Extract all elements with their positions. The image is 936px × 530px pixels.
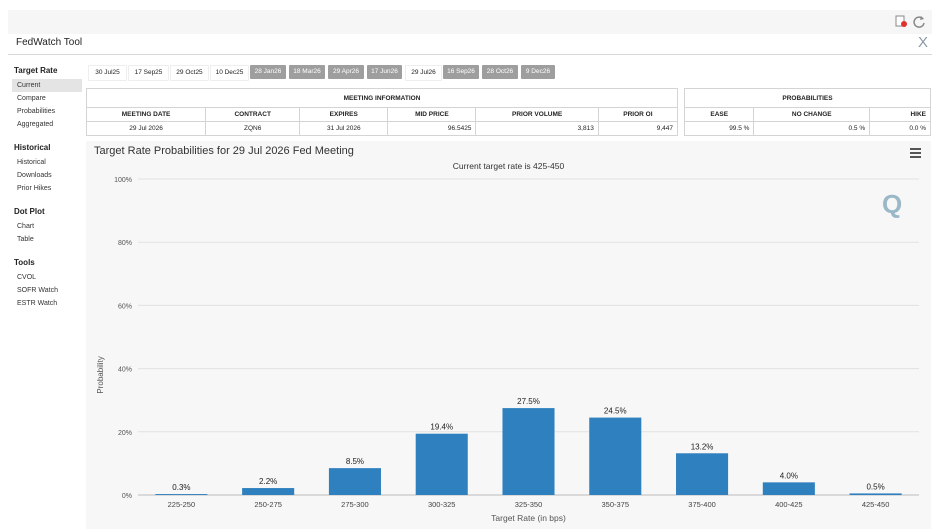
x-tick-label: 425-450 [862, 500, 890, 509]
data-label: 13.2% [691, 442, 714, 451]
column-header: HIKE [869, 107, 931, 122]
sidebar-item-table[interactable]: Table [17, 236, 34, 243]
x-tick-label: 350-375 [602, 500, 630, 509]
table-cell: 0.0 % [869, 121, 931, 136]
y-tick-label: 20% [118, 430, 132, 437]
sidebar-item-estr-watch[interactable]: ESTR Watch [17, 300, 58, 307]
sidebar-section-title: Historical [14, 143, 51, 152]
refresh-icon[interactable] [912, 14, 926, 28]
close-icon[interactable]: X [917, 34, 928, 51]
chart-menu-icon[interactable] [910, 148, 921, 160]
sidebar-section-title: Tools [14, 258, 35, 267]
bar [415, 433, 468, 495]
tab-10-dec25[interactable]: 10 Dec25 [210, 65, 249, 81]
tab-17-sep25[interactable]: 17 Sep25 [128, 65, 169, 81]
y-tick-label: 0% [122, 493, 132, 500]
data-label: 0.5% [866, 482, 884, 491]
tab-16-sep26[interactable]: 16 Sep26 [443, 65, 479, 79]
chart-subtitle: Current target rate is 425-450 [452, 161, 565, 171]
probabilities-table: PROBABILITIES EASE NO CHANGE HIKE 99.5 % 0.… [683, 88, 931, 136]
sidebar-item-current[interactable]: Current [12, 79, 82, 92]
bar [328, 468, 381, 495]
bar-chart: 0% 20% 40% 60% 80% 100% 0.3% 225-250 2.2% 250-275… [96, 177, 919, 523]
sidebar-section-title: Dot Plot [14, 207, 45, 216]
data-label: 0.3% [172, 483, 190, 492]
table-cell: 9,447 [597, 121, 679, 136]
data-label: 24.5% [604, 407, 627, 416]
column-header: MID PRICE [387, 107, 477, 122]
column-header: MEETING DATE [85, 107, 207, 122]
watermark-logo: Q [882, 189, 903, 219]
bar [849, 493, 902, 495]
column-header: CONTRACT [205, 107, 301, 122]
tab-30-jul25[interactable]: 30 Jul25 [88, 65, 127, 81]
bar [502, 408, 555, 495]
data-label: 19.4% [430, 423, 453, 432]
table-cell: 96.5425 [387, 121, 477, 136]
sidebar-nav: Target Rate Current Compare Probabilities Ag… [12, 62, 82, 310]
tab-29-jul26[interactable]: 29 Jul26 [405, 65, 442, 81]
column-header: PRIOR VOLUME [475, 107, 599, 122]
data-label: 8.5% [346, 457, 364, 466]
sidebar-item-downloads[interactable]: Downloads [17, 172, 52, 179]
x-tick-label: 400-425 [775, 500, 803, 509]
data-label: 4.0% [780, 471, 798, 480]
table-cell: 29 Jul 2026 [85, 121, 207, 136]
tab-29-apr26[interactable]: 29 Apr26 [328, 65, 364, 79]
sidebar-item-cvol[interactable]: CVOL [17, 274, 37, 281]
y-tick-label: 40% [118, 367, 132, 374]
x-tick-label: 375-400 [688, 500, 716, 509]
tab-9-dec26[interactable]: 9 Dec26 [521, 65, 555, 79]
table-cell: 31 Jul 2026 [299, 121, 389, 136]
sidebar-item-sofr-watch[interactable]: SOFR Watch [17, 287, 58, 294]
x-tick-label: 225-250 [168, 500, 196, 509]
chart-title: Target Rate Probabilities for 29 Jul 202… [94, 145, 354, 157]
bar [676, 453, 729, 495]
chart-panel: Target Rate Probabilities for 29 Jul 202… [86, 141, 931, 529]
tab-18-mar26[interactable]: 18 Mar26 [289, 65, 325, 79]
bar [762, 482, 815, 495]
x-tick-label: 275-300 [341, 500, 369, 509]
sidebar-item-aggregated[interactable]: Aggregated [17, 121, 54, 128]
y-tick-label: 60% [118, 303, 132, 310]
meeting-info-table: MEETING INFORMATION MEETING DATE CONTRACT… [85, 88, 679, 136]
sidebar-item-compare[interactable]: Compare [17, 95, 46, 102]
print-icon[interactable] [894, 14, 908, 28]
bar [242, 488, 295, 495]
x-tick-label: 300-325 [428, 500, 456, 509]
app-title: FedWatch Tool [16, 37, 83, 48]
y-tick-label: 100% [114, 177, 132, 184]
tab-17-jun26[interactable]: 17 Jun26 [367, 65, 402, 79]
tab-28-jan26[interactable]: 28 Jan26 [250, 65, 286, 79]
sidebar-item-chart[interactable]: Chart [17, 223, 35, 230]
sidebar-item-prior-hikes[interactable]: Prior Hikes [17, 185, 52, 192]
app-header: FedWatch Tool X [8, 34, 932, 55]
meeting-info-title: MEETING INFORMATION [86, 88, 678, 108]
top-toolbar [8, 10, 932, 34]
x-tick-label: 325-350 [515, 500, 543, 509]
sidebar-section-title: Target Rate [14, 66, 58, 75]
data-label: 27.5% [517, 397, 540, 406]
sidebar-item-probabilities[interactable]: Probabilities [17, 108, 56, 115]
tab-29-oct25[interactable]: 29 Oct25 [170, 65, 209, 81]
x-tick-label: 250-275 [254, 500, 282, 509]
tab-28-oct26[interactable]: 28 Oct26 [482, 65, 518, 79]
bar [589, 417, 642, 495]
x-axis-title: Target Rate (in bps) [491, 513, 566, 523]
y-tick-label: 80% [118, 240, 132, 247]
table-cell: 0.5 % [753, 121, 871, 136]
table-cell: ZQN6 [205, 121, 301, 136]
bar [155, 494, 208, 495]
column-header: EXPIRES [299, 107, 389, 122]
data-label: 2.2% [259, 477, 277, 486]
sidebar-item-historical[interactable]: Historical [17, 159, 46, 166]
column-header: PRIOR OI [597, 107, 679, 122]
column-header: EASE [683, 107, 755, 122]
column-header: NO CHANGE [753, 107, 871, 122]
probabilities-title: PROBABILITIES [684, 88, 931, 108]
table-cell: 99.5 % [683, 121, 755, 136]
y-axis-title: Probability [96, 356, 105, 393]
table-cell: 3,813 [475, 121, 599, 136]
